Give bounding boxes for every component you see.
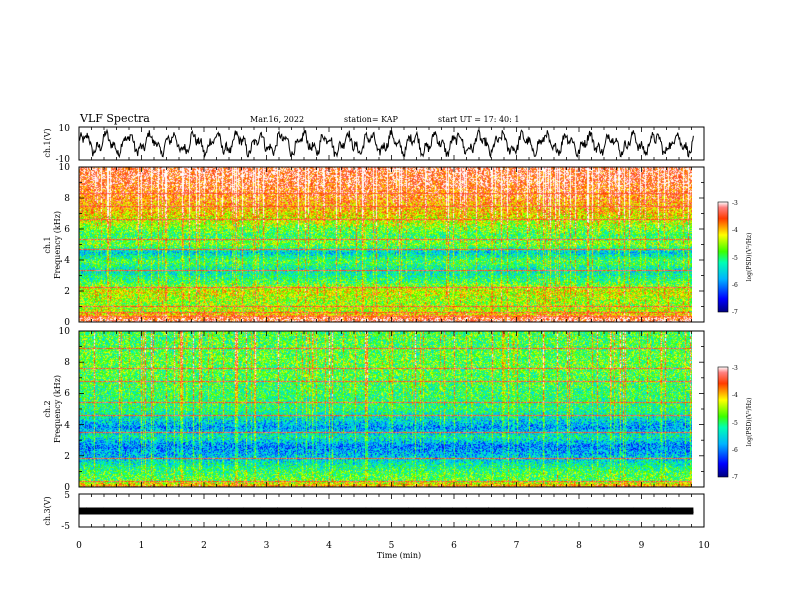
- date-label: Mar.16, 2022: [250, 115, 304, 124]
- xtick-1: 1: [139, 541, 145, 551]
- figure-title: VLF Spectra: [79, 112, 150, 125]
- xtick-2: 2: [201, 541, 207, 551]
- ch3-ytick-bottom: -5: [61, 522, 70, 532]
- station-label: station= KAP: [344, 115, 399, 124]
- ch2-cb-tick--4: -4: [732, 392, 738, 399]
- ch1-waveform-line: [78, 128, 694, 159]
- xtick-3: 3: [264, 541, 270, 551]
- xtick-0: 0: [76, 541, 82, 551]
- ch1-cb-tick--3: -3: [732, 200, 738, 207]
- ch1-spec-ytick-2: 2: [64, 287, 70, 297]
- ch2-cb-tick--5: -5: [732, 420, 738, 427]
- ch1-cb-tick--4: -4: [732, 227, 738, 234]
- ch1-channel-label: ch.1: [43, 236, 52, 253]
- ch2-spec-ytick-6: 6: [64, 389, 70, 399]
- ch1-ytick-bottom: -10: [56, 155, 71, 165]
- ch2-spec-ytick-4: 4: [64, 421, 70, 431]
- ch2-spectrogram-image: [79, 331, 692, 487]
- ch1-spectrogram-image: [79, 167, 692, 322]
- ch1-cb-tick--5: -5: [732, 255, 738, 262]
- ch1-colorbar: [717, 201, 729, 313]
- ch2-spectrogram-ylabel: Frequency (kHz): [53, 375, 62, 443]
- ch1-cb-tick--6: -6: [732, 282, 738, 289]
- start-time-label: start UT = 17: 40: 1: [438, 115, 519, 124]
- ch1-spec-ytick-4: 4: [64, 256, 70, 266]
- ch2-cb-tick--6: -6: [732, 447, 738, 454]
- ch1-spectrogram-panel: 0 2 4 6 8 10 ch.1 Frequency (kHz) -3 -4 …: [43, 163, 753, 328]
- ch1-spectrogram-ylabel: Frequency (kHz): [53, 211, 62, 279]
- ch2-spec-ytick-0: 0: [64, 483, 70, 493]
- xtick-5: 5: [389, 541, 395, 551]
- ch2-cb-tick--3: -3: [732, 365, 738, 372]
- ch1-ytick-top: 10: [59, 124, 71, 134]
- ch3-waveform-panel: 5 -5 ch.3(V): [43, 491, 705, 532]
- ch1-spec-ytick-0: 0: [64, 318, 70, 328]
- xtick-8: 8: [576, 541, 582, 551]
- ch2-colorbar: [717, 366, 729, 478]
- ch1-spec-ytick-8: 8: [64, 194, 70, 204]
- xtick-10: 10: [698, 541, 710, 551]
- ch1-spec-ytick-6: 6: [64, 225, 70, 235]
- ch2-spectrogram-panel: 0 2 4 6 8 10 ch.2 Frequency (kHz) -3 -4 …: [43, 327, 753, 493]
- ch1-colorbar-label: log(PSD)(V²/Hz): [746, 233, 753, 282]
- ch1-cb-tick--7: -7: [732, 309, 738, 316]
- ch3-waveform-line: [78, 506, 694, 515]
- ch1-waveform-ylabel: ch.1(V): [43, 128, 52, 157]
- xtick-7: 7: [514, 541, 520, 551]
- ch2-channel-label: ch.2: [43, 400, 52, 417]
- ch2-cb-tick--7: -7: [732, 474, 738, 481]
- ch2-colorbar-label: log(PSD)(V²/Hz): [746, 398, 753, 447]
- ch3-ytick-top: 5: [64, 491, 70, 501]
- ch2-spec-ytick-10: 10: [59, 327, 71, 337]
- ch1-waveform-panel: 10 -10 ch.1(V): [43, 124, 705, 165]
- axis-ticks: [78, 127, 705, 527]
- x-axis-tick-labels: 0 1 2 3 4 5 6 7 8 9 10: [76, 541, 710, 551]
- ch1-spec-ytick-10: 10: [59, 163, 71, 173]
- xtick-6: 6: [451, 541, 457, 551]
- xtick-4: 4: [326, 541, 332, 551]
- xtick-9: 9: [639, 541, 645, 551]
- ch2-spec-ytick-2: 2: [64, 452, 70, 462]
- ch3-waveform-ylabel: ch.3(V): [43, 496, 52, 525]
- ch2-spec-ytick-8: 8: [64, 358, 70, 368]
- x-axis-label: Time (min): [377, 551, 421, 560]
